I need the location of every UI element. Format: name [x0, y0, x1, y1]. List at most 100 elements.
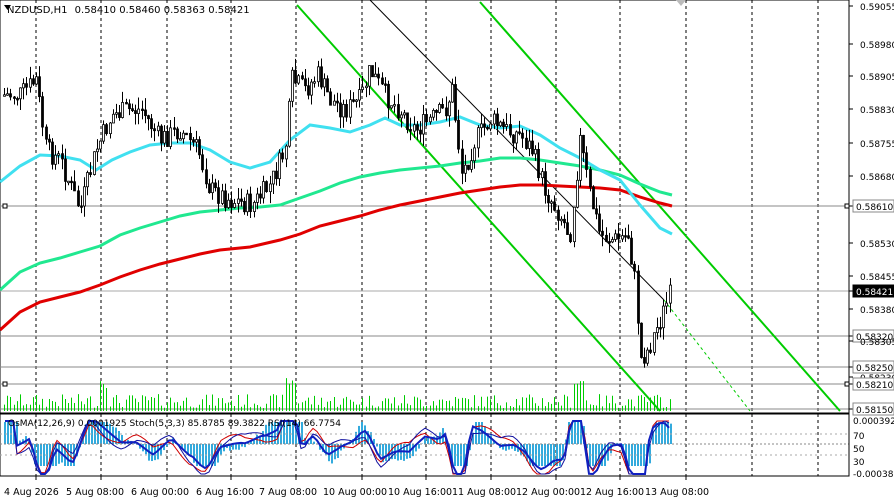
- candle-body[interactable]: [32, 78, 35, 85]
- candle-body[interactable]: [205, 169, 208, 185]
- candle-body[interactable]: [345, 104, 348, 118]
- candle-body[interactable]: [643, 357, 646, 364]
- candle-body[interactable]: [134, 110, 137, 114]
- candle-body[interactable]: [230, 199, 233, 208]
- candle-body[interactable]: [278, 152, 281, 180]
- candle-body[interactable]: [601, 230, 604, 236]
- candlesticks[interactable]: [3, 58, 672, 368]
- candle-body[interactable]: [272, 170, 275, 185]
- candle-body[interactable]: [365, 85, 368, 89]
- candle-body[interactable]: [240, 198, 243, 202]
- candle-body[interactable]: [397, 104, 400, 119]
- candle-body[interactable]: [99, 140, 102, 150]
- candle-body[interactable]: [659, 327, 662, 330]
- candle-body[interactable]: [189, 132, 192, 141]
- candle-body[interactable]: [473, 147, 476, 162]
- candle-body[interactable]: [509, 124, 512, 136]
- candle-body[interactable]: [201, 154, 204, 171]
- candle-body[interactable]: [505, 124, 508, 127]
- candle-body[interactable]: [211, 182, 214, 194]
- candle-body[interactable]: [413, 124, 416, 132]
- stoch-signal-line[interactable]: [5, 420, 669, 475]
- candle-body[interactable]: [25, 83, 28, 88]
- candle-body[interactable]: [640, 322, 643, 358]
- candle-body[interactable]: [310, 81, 313, 96]
- candle-body[interactable]: [112, 113, 115, 124]
- candle-body[interactable]: [118, 112, 121, 118]
- candle-body[interactable]: [665, 302, 668, 307]
- candle-body[interactable]: [649, 349, 652, 353]
- channel-upper-line[interactable]: [479, 1, 841, 412]
- candle-body[interactable]: [237, 198, 240, 204]
- candle-body[interactable]: [323, 78, 326, 88]
- candle-body[interactable]: [54, 154, 57, 165]
- candle-body[interactable]: [560, 218, 563, 222]
- candle-body[interactable]: [368, 65, 371, 87]
- candle-body[interactable]: [598, 213, 601, 232]
- candle-body[interactable]: [553, 201, 556, 211]
- candle-body[interactable]: [653, 332, 656, 353]
- candle-body[interactable]: [438, 104, 441, 113]
- candle-body[interactable]: [486, 126, 489, 130]
- candle-body[interactable]: [435, 109, 438, 113]
- candle-body[interactable]: [361, 86, 364, 91]
- candle-body[interactable]: [550, 201, 553, 204]
- candle-body[interactable]: [179, 138, 182, 141]
- candle-body[interactable]: [208, 183, 211, 194]
- candle-body[interactable]: [45, 126, 48, 140]
- candle-body[interactable]: [477, 127, 480, 149]
- candle-body[interactable]: [288, 100, 291, 147]
- trend-line-black[interactable]: [369, 0, 665, 301]
- candle-body[interactable]: [589, 169, 592, 188]
- candle-body[interactable]: [573, 206, 576, 243]
- candle-body[interactable]: [608, 241, 611, 244]
- candle-body[interactable]: [262, 181, 265, 199]
- candle-body[interactable]: [512, 134, 515, 144]
- candle-body[interactable]: [9, 93, 12, 98]
- candle-body[interactable]: [393, 104, 396, 107]
- candle-body[interactable]: [304, 78, 307, 87]
- candle-body[interactable]: [342, 104, 345, 118]
- candle-body[interactable]: [291, 69, 294, 102]
- candle-body[interactable]: [125, 102, 128, 105]
- candle-body[interactable]: [61, 153, 64, 160]
- candle-body[interactable]: [249, 193, 252, 212]
- candle-body[interactable]: [243, 200, 246, 213]
- candle-body[interactable]: [13, 96, 16, 99]
- candle-body[interactable]: [461, 148, 464, 174]
- candle-body[interactable]: [371, 65, 374, 78]
- candle-body[interactable]: [150, 118, 153, 130]
- candle-body[interactable]: [326, 78, 329, 93]
- stoch-main-line[interactable]: [5, 420, 670, 475]
- candle-body[interactable]: [464, 164, 467, 174]
- candle-body[interactable]: [633, 263, 636, 272]
- candle-body[interactable]: [518, 131, 521, 134]
- candle-body[interactable]: [419, 129, 422, 135]
- candle-body[interactable]: [502, 121, 505, 127]
- candle-body[interactable]: [297, 75, 300, 84]
- candle-body[interactable]: [160, 125, 163, 144]
- candle-body[interactable]: [457, 119, 460, 150]
- candle-body[interactable]: [214, 182, 217, 189]
- candle-body[interactable]: [585, 152, 588, 170]
- candle-body[interactable]: [3, 94, 6, 97]
- candle-body[interactable]: [169, 127, 172, 147]
- candle-body[interactable]: [637, 270, 640, 324]
- candle-body[interactable]: [73, 181, 76, 192]
- candle-body[interactable]: [384, 83, 387, 86]
- candle-body[interactable]: [569, 234, 572, 243]
- time-axis[interactable]: 4 Aug 2026 5 Aug 08:00 6 Aug 00:00 6 Aug 16…: [4, 476, 709, 498]
- candle-body[interactable]: [333, 100, 336, 106]
- candle-body[interactable]: [349, 99, 352, 118]
- candle-body[interactable]: [109, 122, 112, 135]
- candle-body[interactable]: [374, 73, 377, 78]
- candle-body[interactable]: [582, 134, 585, 154]
- candle-body[interactable]: [352, 99, 355, 102]
- candle-body[interactable]: [483, 123, 486, 128]
- candle-body[interactable]: [390, 105, 393, 109]
- candle-body[interactable]: [246, 193, 249, 213]
- candle-body[interactable]: [144, 109, 147, 117]
- level-anchor-marker[interactable]: [2, 381, 8, 387]
- candle-body[interactable]: [275, 170, 278, 180]
- candle-body[interactable]: [285, 145, 288, 160]
